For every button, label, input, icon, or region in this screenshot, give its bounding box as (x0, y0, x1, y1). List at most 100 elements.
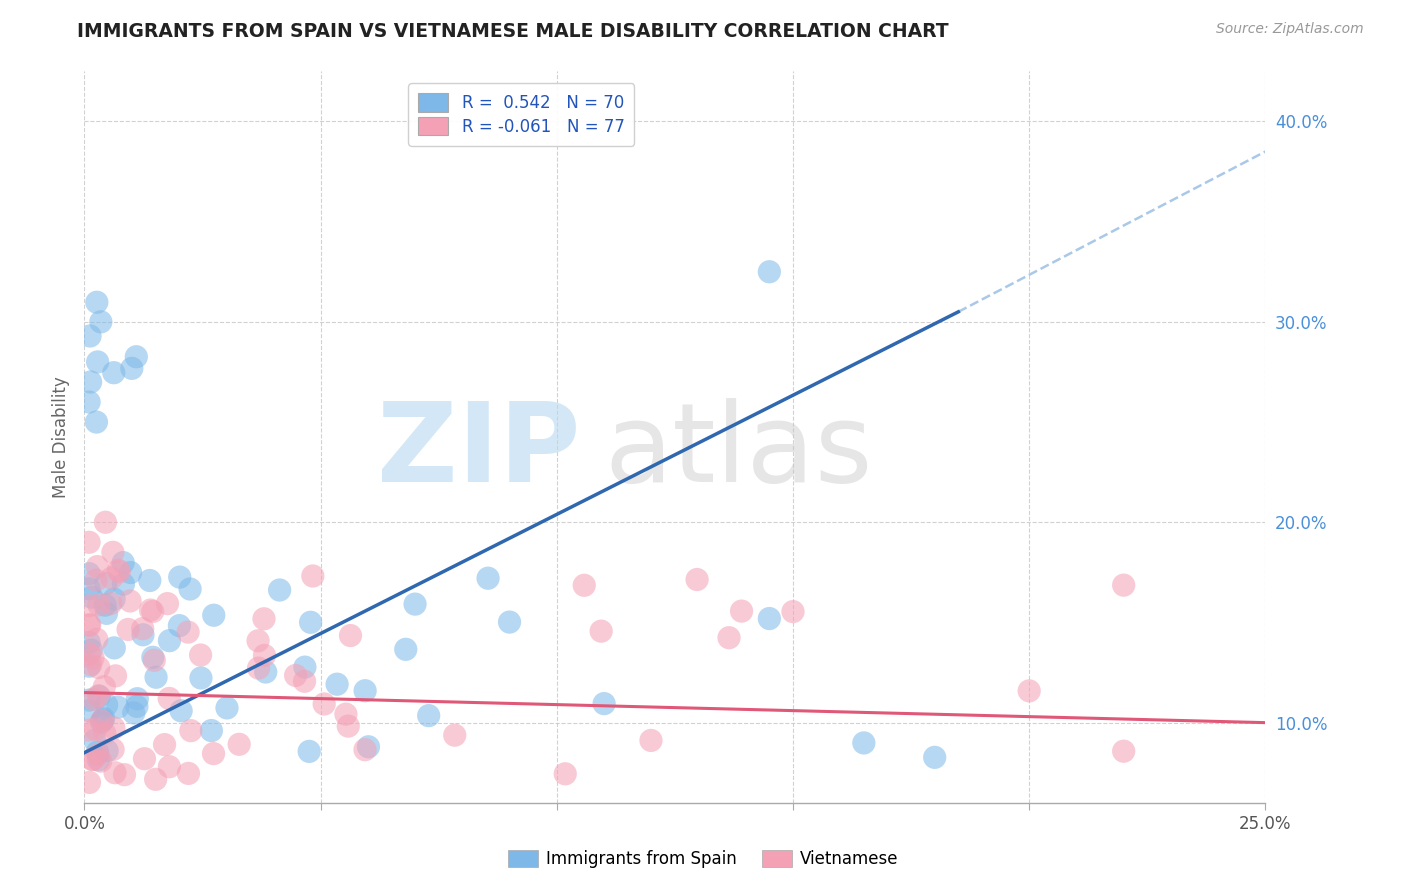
Point (86, 745, 108, 759)
Point (84, 722, 107, 736)
Point (89, 690, 111, 704)
Point (121, 361, 143, 376)
Point (335, 707, 357, 722)
Point (87, 753, 110, 767)
Point (179, 582, 201, 596)
Point (77, 704, 100, 718)
Point (94, 515, 117, 529)
Point (301, 569, 323, 583)
Point (83, 733, 105, 747)
Point (80, 591, 103, 605)
Point (924, 750, 946, 764)
Point (96, 607, 118, 621)
Point (314, 697, 336, 711)
Point (87, 598, 110, 612)
Point (90, 714, 112, 728)
Point (100, 597, 122, 611)
Point (157, 760, 180, 774)
Point (84, 573, 107, 587)
Point (139, 574, 162, 588)
Point (498, 615, 520, 629)
Point (90, 754, 112, 768)
Text: IMMIGRANTS FROM SPAIN VS VIETNAMESE MALE DISABILITY CORRELATION CHART: IMMIGRANTS FROM SPAIN VS VIETNAMESE MALE… (77, 22, 949, 41)
Point (83, 692, 105, 706)
Point (253, 648, 276, 663)
Legend: Immigrants from Spain, Vietnamese: Immigrants from Spain, Vietnamese (501, 843, 905, 875)
Point (77, 395, 100, 409)
Point (1112, 578, 1135, 592)
Point (404, 597, 426, 611)
Point (326, 677, 349, 691)
Point (114, 767, 136, 781)
Point (77, 599, 100, 613)
Point (574, 578, 596, 592)
Point (108, 565, 131, 579)
Point (86, 632, 108, 647)
Point (202, 608, 225, 623)
Point (730, 604, 752, 618)
Point (103, 640, 125, 655)
Point (82, 651, 104, 665)
Point (86, 295, 108, 310)
Point (593, 697, 616, 711)
Point (80, 643, 103, 657)
Point (758, 611, 780, 625)
Point (337, 719, 360, 733)
Point (100, 571, 122, 585)
Point (591, 624, 613, 639)
Legend: R =  0.542   N = 70, R = -0.061   N = 77: R = 0.542 N = 70, R = -0.061 N = 77 (408, 83, 634, 145)
Point (96, 698, 118, 712)
Point (640, 733, 662, 747)
Point (120, 594, 142, 608)
Point (101, 742, 124, 756)
Point (131, 622, 153, 636)
Point (1018, 684, 1040, 698)
Point (77, 566, 100, 581)
Point (202, 747, 225, 761)
Point (852, 736, 875, 750)
Point (112, 556, 135, 570)
Point (93, 680, 115, 694)
Point (101, 545, 124, 559)
Point (77, 617, 100, 632)
Point (159, 633, 181, 648)
Point (294, 674, 316, 689)
Point (157, 691, 180, 706)
Point (104, 765, 127, 780)
Point (156, 597, 179, 611)
Point (177, 766, 200, 780)
Point (139, 603, 162, 617)
Point (180, 723, 202, 738)
Point (228, 737, 250, 751)
Point (253, 612, 276, 626)
Point (247, 633, 270, 648)
Point (86, 355, 108, 369)
Point (134, 752, 156, 766)
Point (200, 723, 222, 738)
Text: ZIP: ZIP (377, 398, 581, 505)
Point (1112, 744, 1135, 758)
Point (190, 671, 212, 685)
Point (145, 772, 167, 787)
Point (190, 648, 212, 662)
Point (80, 657, 103, 672)
Point (299, 615, 322, 630)
Point (112, 577, 135, 591)
Point (94, 598, 117, 612)
Point (90, 715, 112, 730)
Point (79, 618, 101, 632)
Point (142, 650, 165, 665)
Point (127, 691, 149, 706)
Y-axis label: Male Disability: Male Disability (52, 376, 70, 498)
Point (77, 723, 100, 737)
Point (122, 706, 145, 720)
Point (125, 350, 148, 364)
Point (142, 605, 165, 619)
Point (395, 642, 418, 657)
Point (120, 566, 142, 580)
Point (254, 665, 277, 679)
Point (354, 742, 377, 756)
Point (477, 571, 499, 585)
Point (284, 668, 307, 682)
Point (79, 775, 101, 789)
